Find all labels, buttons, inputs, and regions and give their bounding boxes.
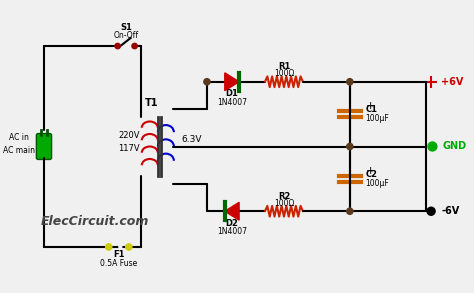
Circle shape (428, 142, 437, 151)
Text: R2: R2 (278, 192, 290, 201)
Circle shape (115, 43, 120, 49)
Text: 100μF: 100μF (365, 178, 389, 188)
Text: +: + (365, 101, 375, 111)
Text: 0.5A Fuse: 0.5A Fuse (100, 259, 137, 268)
Circle shape (106, 244, 112, 250)
Text: D2: D2 (226, 219, 238, 228)
FancyBboxPatch shape (36, 134, 52, 159)
Circle shape (126, 244, 132, 250)
Text: 1N4007: 1N4007 (217, 98, 247, 107)
Text: 100Ω: 100Ω (274, 199, 294, 208)
Text: GND: GND (443, 142, 467, 151)
Text: C2: C2 (365, 170, 377, 179)
Text: 117V: 117V (118, 144, 140, 153)
Text: AC main: AC main (3, 146, 36, 155)
Polygon shape (225, 73, 239, 91)
Circle shape (427, 207, 435, 215)
Text: ElecCircuit.com: ElecCircuit.com (41, 215, 149, 228)
Circle shape (132, 43, 137, 49)
Circle shape (346, 143, 353, 150)
Text: C1: C1 (365, 105, 377, 114)
Circle shape (346, 208, 353, 214)
Text: T1: T1 (145, 98, 158, 108)
Text: On-Off: On-Off (114, 31, 139, 40)
Text: +: + (365, 166, 375, 176)
Text: 100μF: 100μF (365, 114, 389, 123)
Polygon shape (225, 202, 239, 220)
Text: -6V: -6V (441, 206, 460, 216)
Text: S1: S1 (120, 23, 132, 33)
Text: R1: R1 (278, 62, 290, 71)
Text: 6.3V: 6.3V (181, 135, 201, 144)
Text: F1: F1 (113, 250, 124, 259)
Circle shape (204, 79, 210, 85)
Text: 1N4007: 1N4007 (217, 227, 247, 236)
Text: 220V: 220V (118, 131, 139, 139)
Text: +6V: +6V (441, 77, 464, 87)
Text: D1: D1 (226, 89, 238, 98)
Text: AC in: AC in (9, 133, 29, 142)
Circle shape (346, 79, 353, 85)
Text: 100Ω: 100Ω (274, 69, 294, 79)
